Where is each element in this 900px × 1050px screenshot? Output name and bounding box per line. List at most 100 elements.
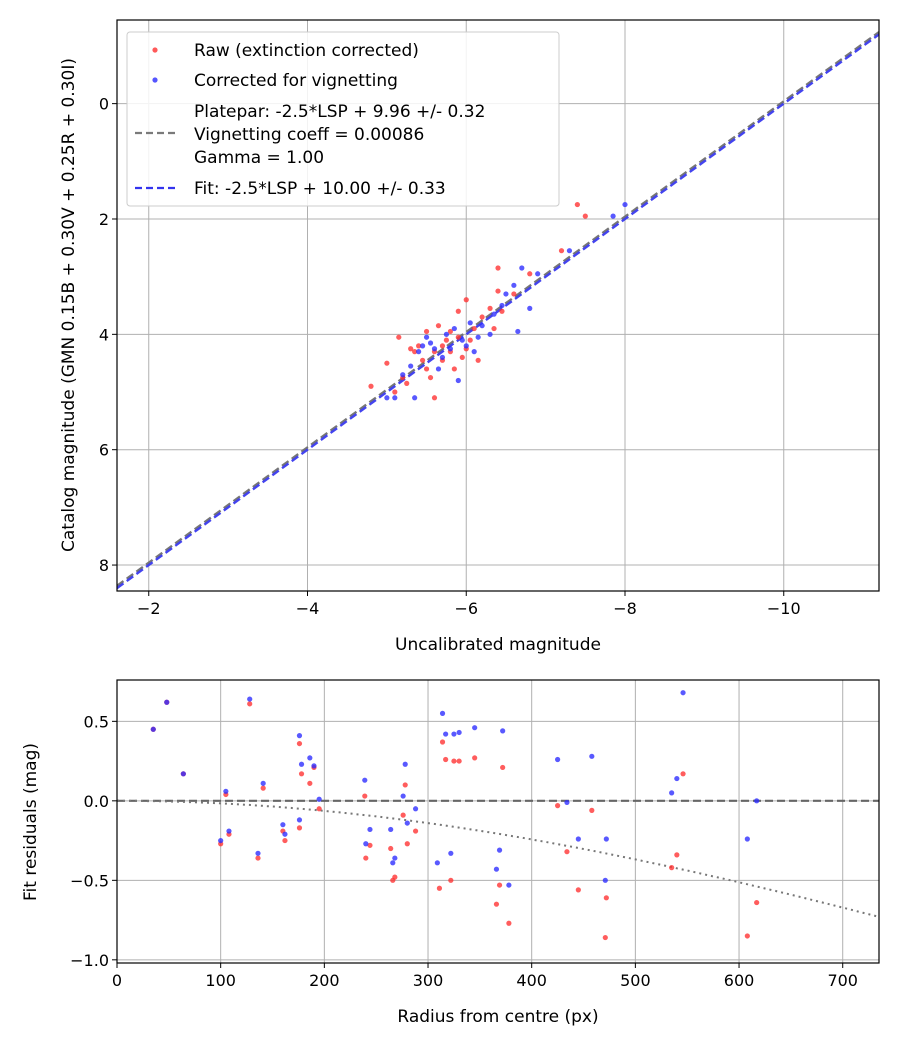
residuals-raw-point xyxy=(388,845,394,852)
residuals-raw-point xyxy=(669,865,675,871)
residuals-raw-point xyxy=(603,895,609,901)
residuals-corrected-point xyxy=(390,860,396,866)
calibration-corrected-point xyxy=(503,291,509,297)
residuals-corrected-point xyxy=(388,826,394,833)
calibration-corrected-point xyxy=(471,349,477,355)
vignetting-curve xyxy=(117,799,879,918)
residuals-corrected-point xyxy=(443,731,449,737)
residuals-corrected-point xyxy=(472,725,478,731)
residuals-corrected-point xyxy=(316,796,322,802)
residuals-raw-point xyxy=(296,825,303,831)
residuals-x-ticks: 0 100 200 300 400 500 600 700 xyxy=(112,963,858,990)
calibration-corrected-point xyxy=(527,305,533,311)
calibration-raw-point xyxy=(412,349,418,355)
residuals-raw-point xyxy=(496,882,503,888)
legend-platepar-line-1: Platepar: -2.5*LSP + 9.96 +/- 0.32 xyxy=(194,102,485,122)
residuals-x-tick-label: 200 xyxy=(309,971,340,990)
calibration-corrected-point xyxy=(423,334,430,340)
residuals-raw-point xyxy=(400,812,406,818)
residuals-corrected-point xyxy=(555,756,561,763)
residuals-corrected-point xyxy=(575,836,581,842)
calibration-raw-point xyxy=(392,389,398,395)
calibration-x-ticks: −2 −4 −6 −8 −10 xyxy=(137,591,801,618)
residuals-corrected-point xyxy=(311,763,317,769)
residuals-corrected-point xyxy=(260,780,266,786)
residuals-raw-point xyxy=(412,828,419,834)
calibration-x-tick-label: −8 xyxy=(613,599,637,618)
calibration-y-tick-label: 6 xyxy=(99,441,109,460)
calibration-raw-point xyxy=(582,213,588,219)
calibration-x-axis-label: Uncalibrated magnitude xyxy=(395,635,601,655)
residuals-corrected-point xyxy=(496,847,503,853)
legend-platepar-line-3: Gamma = 1.00 xyxy=(194,148,324,168)
calibration-raw-point xyxy=(384,360,390,366)
residuals-corrected-point xyxy=(400,793,406,799)
residuals-x-tick-label: 600 xyxy=(724,971,755,990)
residuals-raw-point xyxy=(367,842,373,848)
calibration-raw-point xyxy=(558,248,565,254)
calibration-raw-point xyxy=(455,308,461,314)
calibration-y-tick-label: 2 xyxy=(99,210,109,229)
residuals-raw-point xyxy=(493,901,500,907)
residuals-y-tick-label: −1.0 xyxy=(70,951,109,970)
calibration-x-tick-label: −4 xyxy=(296,599,320,618)
calibration-raw-point xyxy=(574,201,580,208)
calibration-raw-point xyxy=(396,334,402,340)
residuals-corrected-point xyxy=(164,699,170,705)
residuals-raw-point xyxy=(247,701,253,707)
residuals-raw-point xyxy=(451,758,457,764)
calibration-raw-point xyxy=(467,337,473,343)
residuals-raw-point xyxy=(602,934,608,941)
calibration-raw-point xyxy=(404,380,410,386)
residuals-corrected-point xyxy=(451,731,457,737)
calibration-corrected-point xyxy=(451,325,457,332)
residuals-x-tick-label: 0 xyxy=(112,971,122,990)
platepar-line xyxy=(117,31,879,587)
residuals-corrected-point xyxy=(564,799,570,806)
residuals-corrected-point xyxy=(402,761,408,767)
residuals-corrected-point xyxy=(754,798,760,804)
residuals-corrected-point xyxy=(180,771,186,777)
calibration-x-tick-label: −10 xyxy=(767,599,801,618)
residuals-x-tick-label: 100 xyxy=(205,971,236,990)
residuals-corrected-point xyxy=(226,828,232,834)
calibration-plot: −2 −4 −6 −8 −10 0 2 4 6 8 Uncalibrated magnitude… xyxy=(59,19,880,655)
calibration-raw-point xyxy=(459,354,465,361)
residuals-x-axis-label: Radius from centre (px) xyxy=(397,1007,598,1027)
calibration-y-tick-label: 8 xyxy=(99,556,109,575)
calibration-raw-point xyxy=(455,334,461,340)
residuals-reference-lines xyxy=(117,799,879,918)
residuals-corrected-point xyxy=(674,775,680,782)
residuals-raw-point xyxy=(392,874,398,880)
calibration-y-tick-label: 0 xyxy=(99,95,109,114)
residuals-raw-point xyxy=(564,849,570,855)
residuals-raw-point xyxy=(260,785,266,791)
residuals-raw-point xyxy=(448,877,454,883)
residuals-corrected-point xyxy=(392,855,398,861)
calibration-raw-point xyxy=(511,291,517,297)
residuals-corrected-point xyxy=(439,710,446,716)
fit-line xyxy=(117,33,879,590)
calibration-corrected-point xyxy=(431,346,438,352)
calibration-raw-point xyxy=(527,271,533,277)
residuals-corrected-point xyxy=(669,790,675,796)
residuals-raw-point xyxy=(680,771,686,777)
calibration-corrected-point xyxy=(435,366,442,372)
residuals-corrected-point xyxy=(493,866,500,872)
residuals-corrected-point xyxy=(506,882,512,888)
legend-fit-label: Fit: -2.5*LSP + 10.00 +/- 0.33 xyxy=(194,179,446,199)
residuals-raw-point xyxy=(506,920,512,926)
residuals-corrected-point xyxy=(404,820,410,826)
calibration-corrected-point xyxy=(412,395,418,401)
residuals-y-ticks: 0.5 0.0 −0.5 −1.0 xyxy=(70,712,117,970)
residuals-points xyxy=(150,690,760,941)
residuals-corrected-point xyxy=(363,841,369,847)
legend-raw-marker xyxy=(152,47,158,53)
calibration-y-tick-label: 4 xyxy=(99,325,109,344)
calibration-corrected-point xyxy=(463,343,469,349)
residuals-raw-point xyxy=(500,764,506,771)
calibration-raw-point xyxy=(423,328,430,335)
residuals-raw-point xyxy=(555,803,561,809)
residuals-raw-point xyxy=(436,885,443,891)
calibration-raw-point xyxy=(431,395,438,401)
